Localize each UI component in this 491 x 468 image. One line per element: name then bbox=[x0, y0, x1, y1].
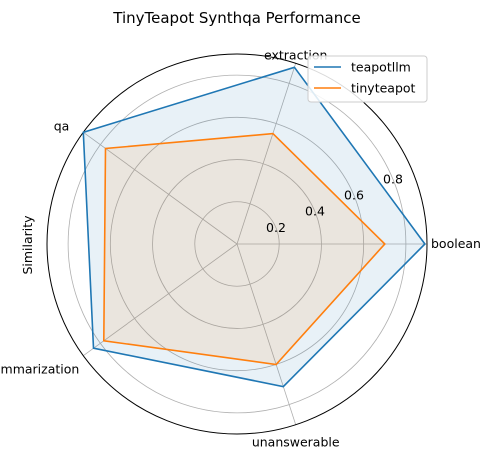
legend-label-tinyteapot: tinyteapot bbox=[351, 81, 416, 96]
chart-title: TinyTeapot Synthqa Performance bbox=[112, 9, 360, 27]
r-tick-label-1: 0.4 bbox=[305, 204, 325, 219]
spoke-unanswerable bbox=[236, 243, 297, 425]
radial-tick-labels: 0.2 0.4 0.6 0.8 bbox=[266, 171, 403, 234]
r-tick-label-2: 0.6 bbox=[344, 188, 364, 203]
category-label-summarization: summarization bbox=[0, 362, 79, 377]
spoke-extraction bbox=[236, 63, 297, 245]
series-line-tinyteapot bbox=[102, 132, 386, 366]
spoke-summarization bbox=[83, 243, 238, 357]
category-label-boolean: boolean bbox=[431, 236, 481, 251]
r-tick-label-0: 0.2 bbox=[266, 220, 286, 235]
spoke-qa bbox=[83, 131, 238, 245]
y-axis-label: Similarity bbox=[20, 215, 35, 275]
series-fill-tinyteapot bbox=[103, 133, 385, 365]
r-tick-label-3: 0.8 bbox=[383, 171, 403, 186]
category-label-qa: qa bbox=[54, 118, 70, 133]
series-fill-teapotllm bbox=[83, 67, 425, 387]
series-layer bbox=[82, 66, 426, 388]
legend: teapotllm tinyteapot bbox=[307, 55, 428, 103]
legend-label-teapotllm: teapotllm bbox=[351, 60, 411, 75]
category-label-unanswerable: unanswerable bbox=[252, 435, 340, 450]
grid bbox=[46, 53, 428, 435]
outer-frame bbox=[46, 53, 428, 435]
